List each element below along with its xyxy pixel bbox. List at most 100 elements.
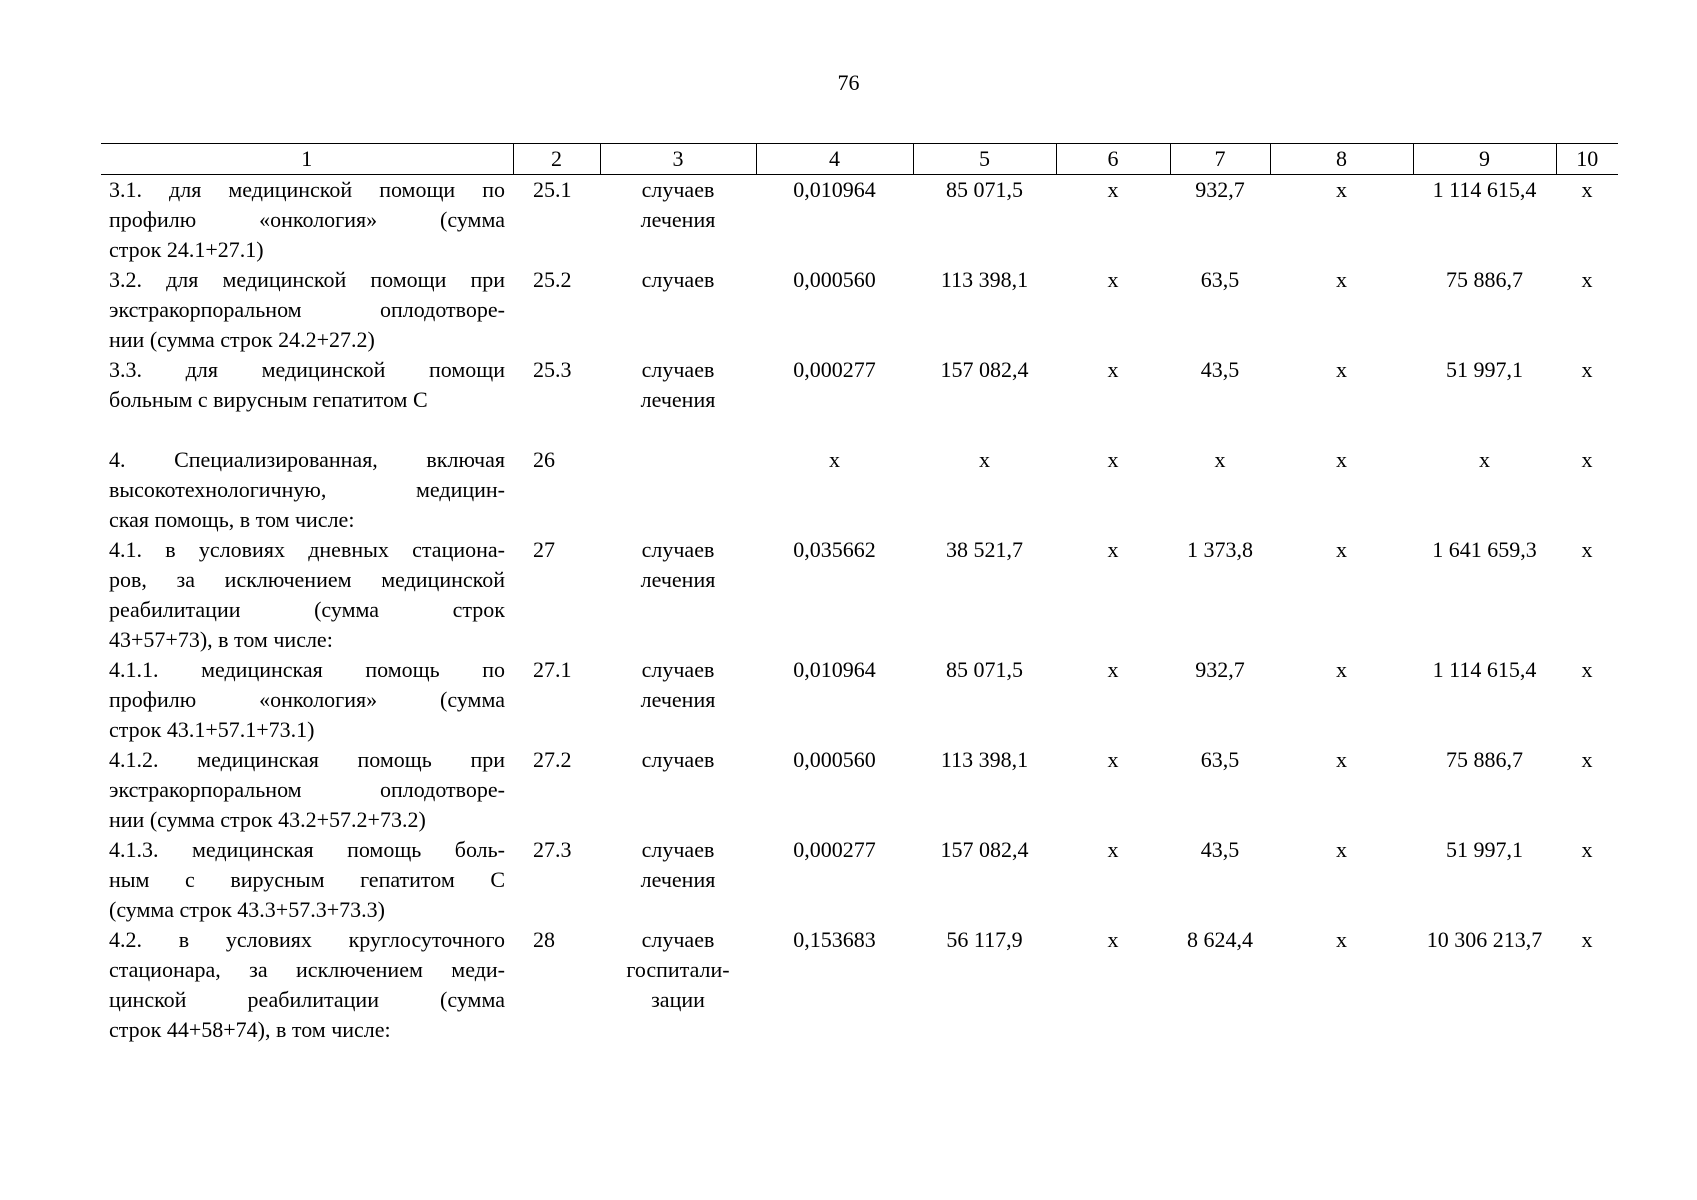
cell-line: х <box>1336 657 1347 682</box>
table-cell: 51 997,1 <box>1413 835 1556 925</box>
cell-line: 56 117,9 <box>946 927 1023 952</box>
table-cell: 63,5 <box>1170 745 1270 835</box>
table-cell: 0,000277 <box>756 835 913 925</box>
cell-line: 3.2. для медицинской помощи при <box>109 267 505 292</box>
table-cell: 932,7 <box>1170 175 1270 266</box>
table-cell: 85 071,5 <box>913 175 1056 266</box>
cell-line: 43,5 <box>1200 357 1240 382</box>
table-row: 3.2. для медицинской помощи при экстракор… <box>101 265 1618 355</box>
table-cell: 8 624,4 <box>1170 925 1270 1045</box>
cell-line: х <box>1336 357 1347 382</box>
cell-line: 932,7 <box>1195 657 1245 682</box>
data-table: 1 2 3 4 5 6 7 8 9 10 3.1. для медицинской помощи … <box>101 143 1618 1045</box>
cell-line: высокотехнологичную, медицин- <box>109 477 505 502</box>
cell-line: 0,000277 <box>793 837 876 862</box>
table-cell: х <box>1556 655 1618 745</box>
table-cell: х <box>1270 535 1413 655</box>
table-cell: х <box>1270 445 1413 535</box>
table-cell: 43,5 <box>1170 355 1270 445</box>
cell-line: х <box>1581 447 1593 472</box>
cell-line: 932,7 <box>1195 177 1245 202</box>
cell-line: 85 071,5 <box>946 177 1023 202</box>
table-cell: х <box>1556 535 1618 655</box>
cell-line: х <box>1581 267 1593 292</box>
table-cell: 38 521,7 <box>913 535 1056 655</box>
cell-line: случаев <box>641 747 715 772</box>
column-number: 9 <box>1412 143 1556 175</box>
cell-line: 85 071,5 <box>946 657 1023 682</box>
column-number: 4 <box>755 143 913 175</box>
cell-line: 113 398,1 <box>940 267 1029 292</box>
table-cell: х <box>1270 835 1413 925</box>
cell-line: х <box>1107 447 1119 472</box>
table-cell: случаев лечения <box>600 655 756 745</box>
table-cell: случаев <box>600 265 756 355</box>
table-cell: 157 082,4 <box>913 835 1056 925</box>
table-cell: 113 398,1 <box>913 745 1056 835</box>
table-row: 4.1.3. медицинская помощь боль-ным с вир… <box>101 835 1618 925</box>
table-cell: 4.1. в условиях дневных стациона-ров, за… <box>101 535 513 655</box>
table-cell: 1 641 659,3 <box>1413 535 1556 655</box>
cell-line: случаев <box>641 837 715 862</box>
table-cell: х <box>1556 175 1618 266</box>
cell-line: профилю «онкология» (сумма <box>109 687 505 712</box>
table-cell: 1 114 615,4 <box>1413 655 1556 745</box>
table-cell: 27 <box>513 535 600 655</box>
table-cell: 4.1.3. медицинская помощь боль-ным с вир… <box>101 835 513 925</box>
cell-line: 10 306 213,7 <box>1426 927 1543 952</box>
cell-line: реабилитации (сумма строк <box>109 597 505 622</box>
cell-line: х <box>1107 747 1119 772</box>
cell-line: случаев <box>641 537 715 562</box>
page-number: 76 <box>837 70 860 95</box>
table-cell: 3.1. для медицинской помощи по профилю «о… <box>101 175 513 266</box>
cell-line: х <box>1214 447 1226 472</box>
table-cell: 113 398,1 <box>913 265 1056 355</box>
table-cell: 4.1.2. медицинская помощь при экстракорпо… <box>101 745 513 835</box>
table-cell: 63,5 <box>1170 265 1270 355</box>
cell-line: лечения <box>640 387 716 412</box>
table-row: 3.1. для медицинской помощи по профилю «о… <box>101 175 1618 266</box>
cell-line: 4.1.2. медицинская помощь при <box>109 747 505 772</box>
cell-line: 113 398,1 <box>940 747 1029 772</box>
header-row: 1 2 3 4 5 6 7 8 9 10 <box>101 143 1618 175</box>
cell-line: х <box>1107 357 1119 382</box>
cell-line: цинской реабилитации (сумма <box>109 987 505 1012</box>
cell-line: х <box>1107 177 1119 202</box>
table-cell: 10 306 213,7 <box>1413 925 1556 1045</box>
cell-line: х <box>1581 747 1593 772</box>
cell-line: х <box>1336 177 1347 202</box>
table-cell: 0,000560 <box>756 745 913 835</box>
cell-line: лечения <box>640 867 716 892</box>
table-body: 3.1. для медицинской помощи по профилю «о… <box>101 175 1618 1046</box>
table-cell: 56 117,9 <box>913 925 1056 1045</box>
cell-line: (сумма строк 43.3+57.3+73.3) <box>109 897 385 922</box>
cell-line: 75 886,7 <box>1446 747 1523 772</box>
column-number: 6 <box>1055 143 1170 175</box>
table-cell: х <box>1056 535 1170 655</box>
cell-line: х <box>1336 927 1347 952</box>
cell-line: х <box>1107 837 1119 862</box>
cell-line: 4.1.3. медицинская помощь боль- <box>109 837 505 862</box>
table-cell: 157 082,4 <box>913 355 1056 445</box>
cell-line: 43+57+73), в том числе: <box>109 627 333 652</box>
cell-line: х <box>1336 537 1347 562</box>
cell-line: х <box>1107 657 1119 682</box>
table-cell: х <box>1556 445 1618 535</box>
table-row: 4. Специализированная, включая высокотехн… <box>101 445 1618 535</box>
cell-line: 51 997,1 <box>1446 837 1523 862</box>
cell-line: 27.2 <box>533 747 572 772</box>
table-cell: х <box>1056 355 1170 445</box>
table-cell: 27.3 <box>513 835 600 925</box>
cell-line: 1 641 659,3 <box>1432 537 1537 562</box>
table-cell: 1 114 615,4 <box>1413 175 1556 266</box>
table-cell: х <box>1056 835 1170 925</box>
cell-line: 63,5 <box>1200 747 1240 772</box>
cell-line: х <box>1336 747 1347 772</box>
table-cell: х <box>1056 655 1170 745</box>
cell-line: 51 997,1 <box>1446 357 1523 382</box>
cell-line: случаев <box>641 657 715 682</box>
table-cell: случаев лечения <box>600 535 756 655</box>
table-cell: 26 <box>513 445 600 535</box>
table-cell: 85 071,5 <box>913 655 1056 745</box>
cell-line: случаев <box>641 927 715 952</box>
